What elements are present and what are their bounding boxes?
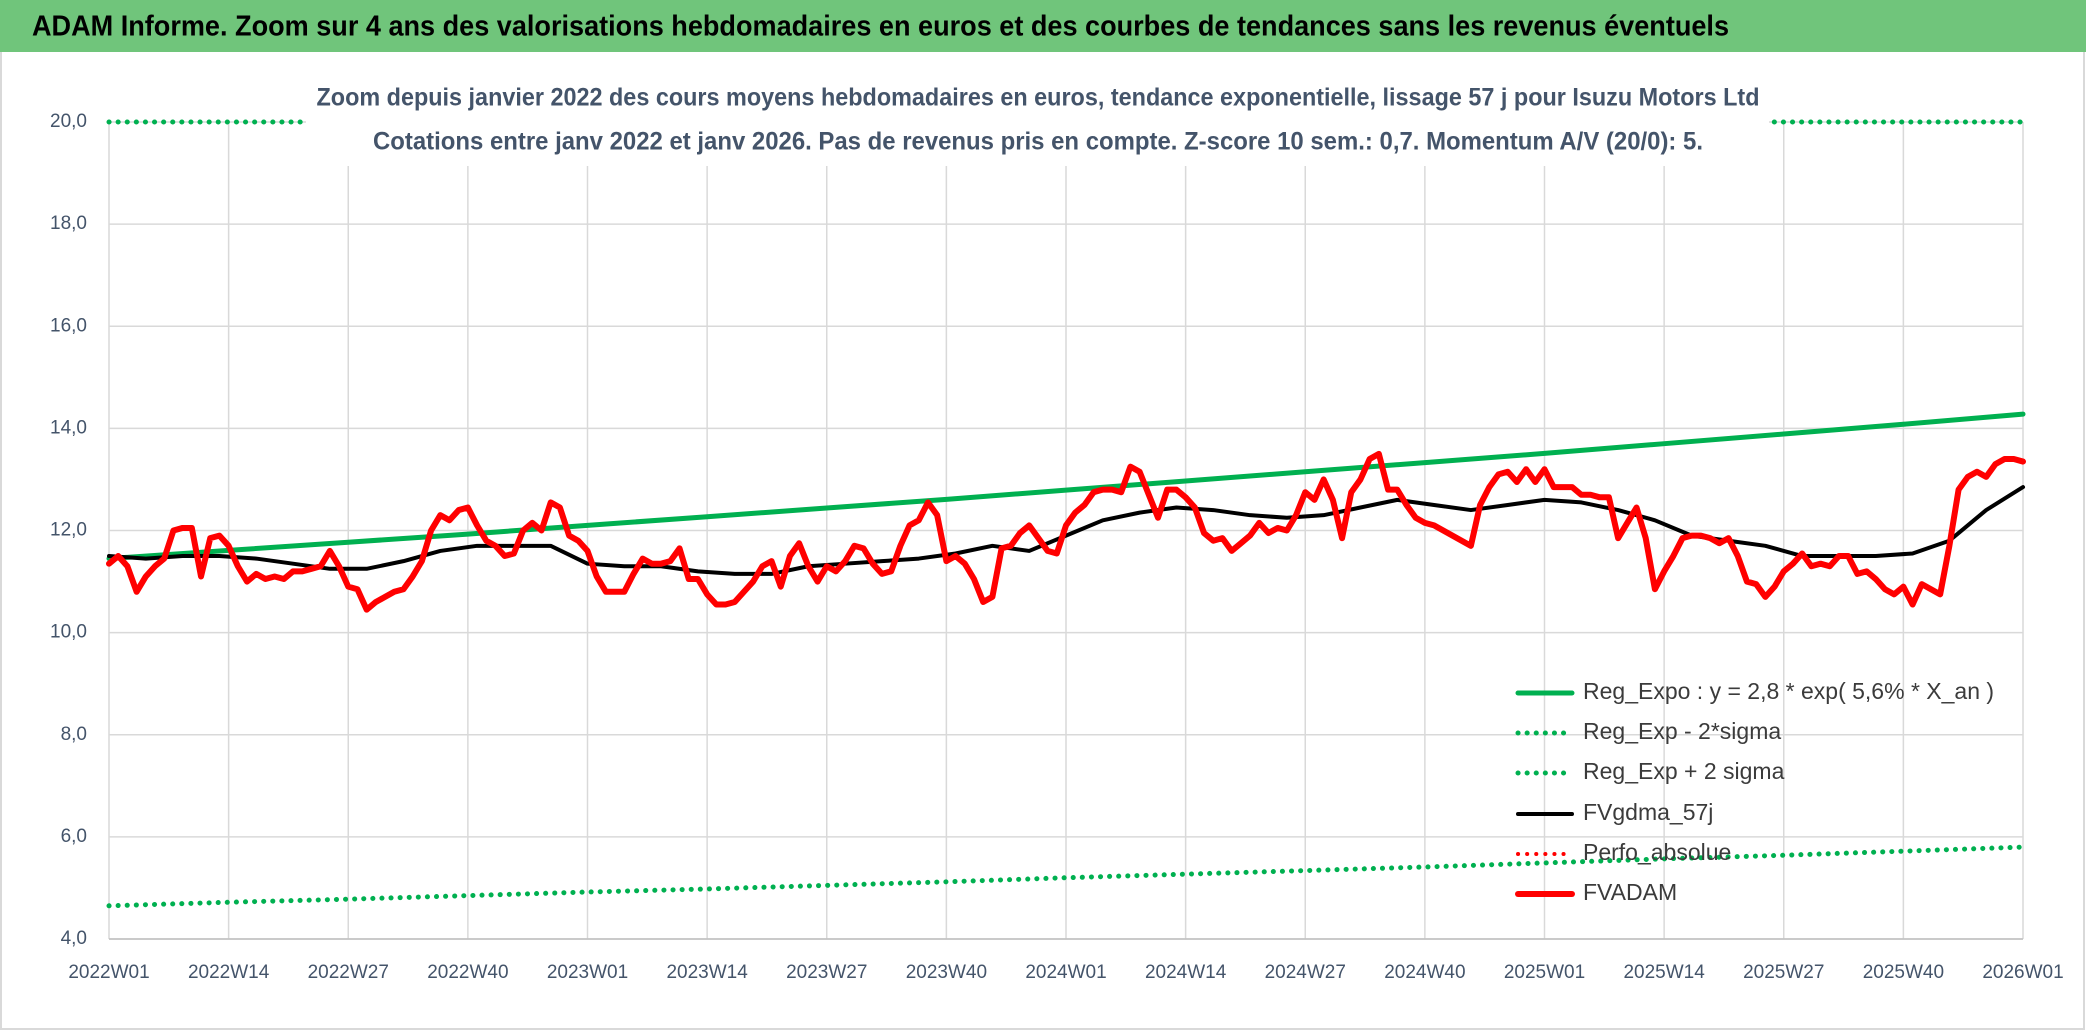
legend-label: Reg_Exp + 2 sigma: [1583, 758, 1785, 784]
header-bar: [0, 0, 2086, 52]
x-tick-label: 2024W14: [1145, 962, 1227, 983]
y-tick-label: 8,0: [61, 724, 87, 745]
x-tick-label: 2025W01: [1504, 962, 1585, 983]
x-tick-label: 2024W27: [1265, 962, 1346, 983]
x-tick-label: 2022W01: [68, 962, 149, 983]
x-tick-label: 2022W40: [427, 962, 508, 983]
x-tick-label: 2026W01: [1982, 962, 2063, 983]
series-line: [106, 450, 2026, 613]
x-tick-label: 2025W40: [1863, 962, 1944, 983]
x-tick-label: 2023W01: [547, 962, 628, 983]
x-tick-label: 2023W40: [906, 962, 987, 983]
x-tick-label: 2022W27: [308, 962, 389, 983]
x-tick-label: 2023W27: [786, 962, 867, 983]
x-tick-label: 2022W14: [188, 962, 270, 983]
legend-label: Perfo_absolue: [1583, 839, 1731, 865]
legend-label: FVgdma_57j: [1583, 799, 1713, 825]
y-tick-label: 10,0: [50, 622, 87, 643]
legend: Reg_Expo : y = 2,8 * exp( 5,6% * X_an ) R…: [1515, 678, 1994, 905]
x-tick-label: 2024W01: [1025, 962, 1106, 983]
x-tick-label: 2025W14: [1623, 962, 1705, 983]
subtitle-line: Zoom depuis janvier 2022 des cours moyen…: [317, 84, 1760, 112]
y-tick-label: 16,0: [50, 315, 87, 336]
y-tick-label: 4,0: [61, 928, 87, 949]
y-tick-label: 12,0: [50, 520, 87, 541]
legend-label: Reg_Expo : y = 2,8 * exp( 5,6% * X_an ): [1583, 678, 1994, 704]
chart-title: ADAM Informe. Zoom sur 4 ans des valoris…: [32, 11, 1729, 43]
y-tick-label: 6,0: [61, 826, 87, 847]
subtitle-box: [306, 74, 1769, 166]
legend-label: Reg_Exp - 2*sigma: [1583, 718, 1781, 744]
x-tick-label: 2024W40: [1384, 962, 1465, 983]
y-tick-label: 18,0: [50, 213, 87, 234]
legend-label: FVADAM: [1583, 879, 1677, 905]
x-tick-label: 2025W27: [1743, 962, 1824, 983]
y-tick-label: 20,0: [50, 111, 87, 132]
y-tick-label: 14,0: [50, 417, 87, 438]
x-tick-label: 2023W14: [666, 962, 748, 983]
series-line: [106, 844, 2026, 909]
subtitle-line: Cotations entre janv 2022 et janv 2026. …: [373, 128, 1703, 156]
